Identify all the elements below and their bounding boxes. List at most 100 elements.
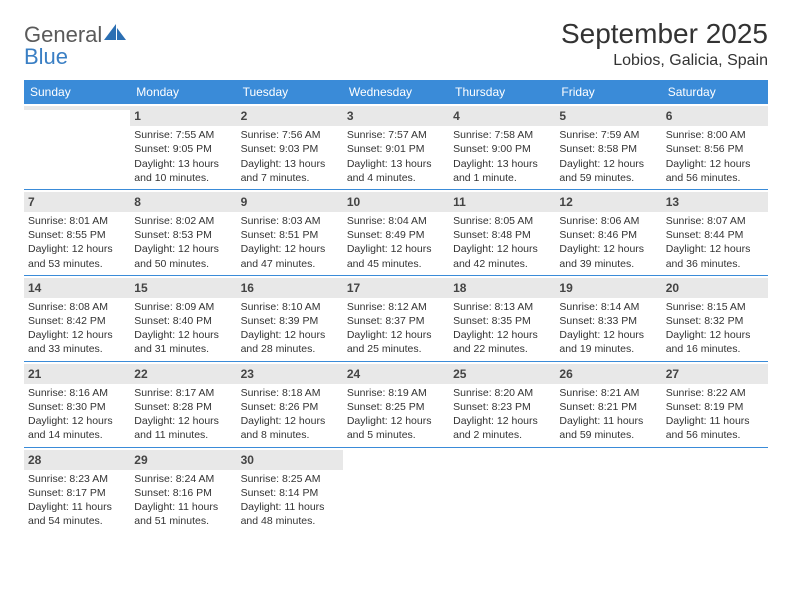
day-info: Sunrise: 7:59 AMSunset: 8:58 PMDaylight:… — [559, 128, 657, 185]
daylight-text: Daylight: 13 hours and 1 minute. — [453, 157, 551, 185]
dow-monday: Monday — [130, 80, 236, 104]
day-cell: 11Sunrise: 8:05 AMSunset: 8:48 PMDayligh… — [449, 190, 555, 275]
page-header: General Blue September 2025 Lobios, Gali… — [24, 18, 768, 70]
day-info: Sunrise: 8:07 AMSunset: 8:44 PMDaylight:… — [666, 214, 764, 271]
day-cell — [555, 448, 661, 533]
day-cell: 6Sunrise: 8:00 AMSunset: 8:56 PMDaylight… — [662, 104, 768, 189]
sunset-text: Sunset: 8:21 PM — [559, 400, 657, 414]
sunrise-text: Sunrise: 8:21 AM — [559, 386, 657, 400]
sunrise-text: Sunrise: 8:25 AM — [241, 472, 339, 486]
daylight-text: Daylight: 13 hours and 10 minutes. — [134, 157, 232, 185]
day-number: 3 — [343, 106, 449, 126]
daylight-text: Daylight: 12 hours and 56 minutes. — [666, 157, 764, 185]
day-number: 22 — [130, 364, 236, 384]
day-info: Sunrise: 8:22 AMSunset: 8:19 PMDaylight:… — [666, 386, 764, 443]
day-number: 9 — [237, 192, 343, 212]
week-row: 14Sunrise: 8:08 AMSunset: 8:42 PMDayligh… — [24, 276, 768, 362]
day-cell: 3Sunrise: 7:57 AMSunset: 9:01 PMDaylight… — [343, 104, 449, 189]
dow-tuesday: Tuesday — [237, 80, 343, 104]
sunset-text: Sunset: 8:28 PM — [134, 400, 232, 414]
day-cell: 12Sunrise: 8:06 AMSunset: 8:46 PMDayligh… — [555, 190, 661, 275]
sunrise-text: Sunrise: 8:19 AM — [347, 386, 445, 400]
sunset-text: Sunset: 8:40 PM — [134, 314, 232, 328]
sunset-text: Sunset: 8:19 PM — [666, 400, 764, 414]
day-number: 7 — [24, 192, 130, 212]
day-number: 16 — [237, 278, 343, 298]
day-info: Sunrise: 8:10 AMSunset: 8:39 PMDaylight:… — [241, 300, 339, 357]
sunrise-text: Sunrise: 8:22 AM — [666, 386, 764, 400]
sunset-text: Sunset: 8:49 PM — [347, 228, 445, 242]
day-number: 10 — [343, 192, 449, 212]
sunrise-text: Sunrise: 8:12 AM — [347, 300, 445, 314]
dow-saturday: Saturday — [662, 80, 768, 104]
daylight-text: Daylight: 13 hours and 7 minutes. — [241, 157, 339, 185]
day-info: Sunrise: 8:16 AMSunset: 8:30 PMDaylight:… — [28, 386, 126, 443]
daylight-text: Daylight: 12 hours and 28 minutes. — [241, 328, 339, 356]
day-number: 21 — [24, 364, 130, 384]
sunset-text: Sunset: 8:39 PM — [241, 314, 339, 328]
day-info: Sunrise: 8:03 AMSunset: 8:51 PMDaylight:… — [241, 214, 339, 271]
day-cell: 9Sunrise: 8:03 AMSunset: 8:51 PMDaylight… — [237, 190, 343, 275]
daylight-text: Daylight: 12 hours and 19 minutes. — [559, 328, 657, 356]
daylight-text: Daylight: 12 hours and 2 minutes. — [453, 414, 551, 442]
day-number: 8 — [130, 192, 236, 212]
day-info: Sunrise: 8:09 AMSunset: 8:40 PMDaylight:… — [134, 300, 232, 357]
daylight-text: Daylight: 12 hours and 22 minutes. — [453, 328, 551, 356]
day-number: 18 — [449, 278, 555, 298]
day-info: Sunrise: 8:25 AMSunset: 8:14 PMDaylight:… — [241, 472, 339, 529]
day-cell: 13Sunrise: 8:07 AMSunset: 8:44 PMDayligh… — [662, 190, 768, 275]
sunrise-text: Sunrise: 8:16 AM — [28, 386, 126, 400]
daylight-text: Daylight: 12 hours and 5 minutes. — [347, 414, 445, 442]
sunset-text: Sunset: 8:33 PM — [559, 314, 657, 328]
day-cell: 18Sunrise: 8:13 AMSunset: 8:35 PMDayligh… — [449, 276, 555, 361]
daylight-text: Daylight: 12 hours and 50 minutes. — [134, 242, 232, 270]
sunrise-text: Sunrise: 7:58 AM — [453, 128, 551, 142]
day-number: 11 — [449, 192, 555, 212]
daylight-text: Daylight: 12 hours and 25 minutes. — [347, 328, 445, 356]
calendar-page: General Blue September 2025 Lobios, Gali… — [0, 0, 792, 532]
dow-friday: Friday — [555, 80, 661, 104]
sunrise-text: Sunrise: 8:20 AM — [453, 386, 551, 400]
sunset-text: Sunset: 9:00 PM — [453, 142, 551, 156]
dow-wednesday: Wednesday — [343, 80, 449, 104]
week-row: 7Sunrise: 8:01 AMSunset: 8:55 PMDaylight… — [24, 190, 768, 276]
day-cell: 28Sunrise: 8:23 AMSunset: 8:17 PMDayligh… — [24, 448, 130, 533]
location-label: Lobios, Galicia, Spain — [561, 52, 768, 70]
calendar-grid: Sunday Monday Tuesday Wednesday Thursday… — [24, 80, 768, 532]
day-number: 28 — [24, 450, 130, 470]
sunrise-text: Sunrise: 8:02 AM — [134, 214, 232, 228]
day-cell: 26Sunrise: 8:21 AMSunset: 8:21 PMDayligh… — [555, 362, 661, 447]
day-number: 5 — [555, 106, 661, 126]
day-number: 1 — [130, 106, 236, 126]
sunrise-text: Sunrise: 7:59 AM — [559, 128, 657, 142]
sunrise-text: Sunrise: 8:08 AM — [28, 300, 126, 314]
day-info: Sunrise: 7:57 AMSunset: 9:01 PMDaylight:… — [347, 128, 445, 185]
sunset-text: Sunset: 8:44 PM — [666, 228, 764, 242]
day-cell: 7Sunrise: 8:01 AMSunset: 8:55 PMDaylight… — [24, 190, 130, 275]
sunrise-text: Sunrise: 8:01 AM — [28, 214, 126, 228]
sunset-text: Sunset: 8:58 PM — [559, 142, 657, 156]
day-cell: 14Sunrise: 8:08 AMSunset: 8:42 PMDayligh… — [24, 276, 130, 361]
sunrise-text: Sunrise: 7:55 AM — [134, 128, 232, 142]
week-row: 28Sunrise: 8:23 AMSunset: 8:17 PMDayligh… — [24, 448, 768, 533]
sunrise-text: Sunrise: 8:04 AM — [347, 214, 445, 228]
brand-line2: Blue — [24, 44, 68, 69]
day-info: Sunrise: 8:02 AMSunset: 8:53 PMDaylight:… — [134, 214, 232, 271]
sunset-text: Sunset: 8:46 PM — [559, 228, 657, 242]
sunrise-text: Sunrise: 7:56 AM — [241, 128, 339, 142]
day-info: Sunrise: 8:06 AMSunset: 8:46 PMDaylight:… — [559, 214, 657, 271]
day-info: Sunrise: 8:04 AMSunset: 8:49 PMDaylight:… — [347, 214, 445, 271]
daylight-text: Daylight: 12 hours and 31 minutes. — [134, 328, 232, 356]
sunrise-text: Sunrise: 8:13 AM — [453, 300, 551, 314]
sunrise-text: Sunrise: 8:17 AM — [134, 386, 232, 400]
sunset-text: Sunset: 9:01 PM — [347, 142, 445, 156]
day-cell: 19Sunrise: 8:14 AMSunset: 8:33 PMDayligh… — [555, 276, 661, 361]
day-cell: 8Sunrise: 8:02 AMSunset: 8:53 PMDaylight… — [130, 190, 236, 275]
day-info: Sunrise: 7:58 AMSunset: 9:00 PMDaylight:… — [453, 128, 551, 185]
day-number: 26 — [555, 364, 661, 384]
day-info: Sunrise: 8:23 AMSunset: 8:17 PMDaylight:… — [28, 472, 126, 529]
day-info: Sunrise: 8:12 AMSunset: 8:37 PMDaylight:… — [347, 300, 445, 357]
daylight-text: Daylight: 12 hours and 47 minutes. — [241, 242, 339, 270]
day-cell — [24, 104, 130, 189]
daylight-text: Daylight: 12 hours and 36 minutes. — [666, 242, 764, 270]
